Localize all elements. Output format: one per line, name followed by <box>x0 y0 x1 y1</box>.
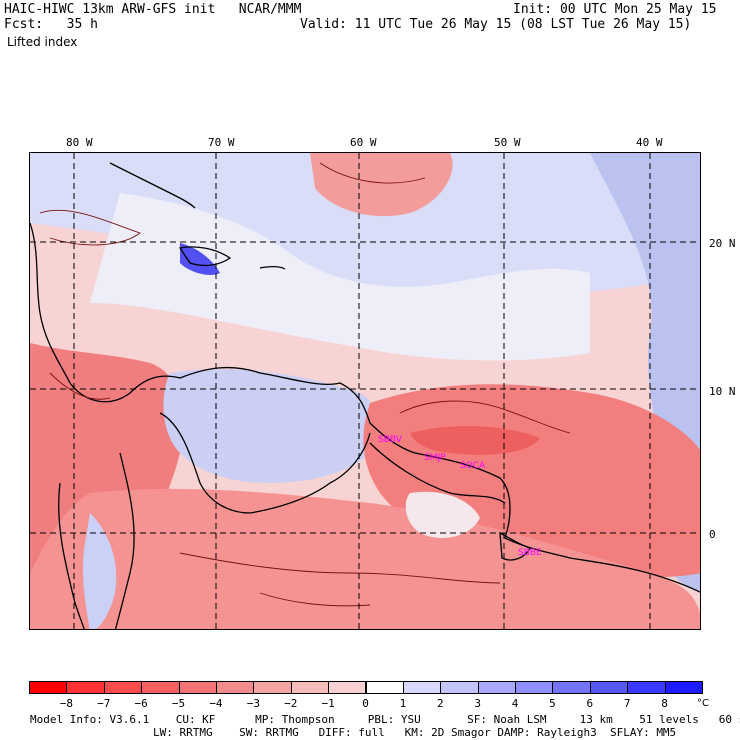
border-colombia-venezuela <box>159 412 251 514</box>
colorbar-tick-label: −8 <box>59 697 73 710</box>
forecast-hour: Fcst: 35 h <box>4 17 98 32</box>
field-amazon-red <box>30 488 700 629</box>
colorbar-tick-label: 4 <box>511 697 519 710</box>
field-colombia-blue <box>82 513 117 629</box>
station-label: SBBE <box>518 548 542 558</box>
colorbar-tick-label: −7 <box>97 697 111 710</box>
border-venezuela-brazil <box>249 432 371 514</box>
model-title: HAIC-HIWC 13km ARW-GFS init NCAR/MMM <box>4 2 302 17</box>
colorbar-swatch <box>253 681 292 694</box>
colorbar-tick-label: 1 <box>399 697 407 710</box>
colorbar-swatch <box>29 681 68 694</box>
li-contours <box>39 162 571 607</box>
coast-central-america <box>30 222 131 403</box>
colorbar-swatch <box>589 681 629 694</box>
contour-nw-land <box>49 372 111 400</box>
colorbar-swatch <box>328 681 367 694</box>
colorbar-tick-label: 3 <box>474 697 481 710</box>
field-guiana-dark-red <box>410 426 540 455</box>
lon-label-50w: 50 W <box>494 136 521 149</box>
coast-puerto-rico <box>259 265 286 270</box>
colorbar-tick-label: −5 <box>171 697 186 710</box>
model-info-line2: LW: RRTMG SW: RRTMG DIFF: full KM: 2D Sm… <box>153 726 677 739</box>
coast-south-america-north <box>129 366 700 593</box>
lon-label-80w: 80 W <box>66 136 93 149</box>
colorbar-tick-label: −2 <box>284 697 298 710</box>
colorbar-unit: °C <box>697 698 709 709</box>
colorbar-swatch <box>290 681 330 694</box>
coast-pacific-south <box>58 482 85 629</box>
lifted-index-map: SBBV SMJP SOCA SBBE <box>29 152 701 630</box>
lat-lon-grid <box>30 153 700 629</box>
colorbar-swatch <box>103 681 143 694</box>
colorbar-tick-label: −1 <box>321 697 335 710</box>
colorbar-swatch <box>477 681 517 694</box>
field-ne-red-patch <box>310 153 453 217</box>
field-south-white-patch <box>405 491 480 538</box>
contour-south <box>259 592 371 607</box>
colorbar-swatch <box>552 681 591 694</box>
colorbar-tick-label: −4 <box>209 697 223 710</box>
border-colombia-peru <box>114 452 135 629</box>
border-guianas-brazil <box>369 442 506 504</box>
colorbar-tick-label: 2 <box>436 697 444 710</box>
colorbar-swatch <box>365 681 404 694</box>
station-label: SOCA <box>460 461 486 471</box>
amazon-delta <box>499 531 531 561</box>
field-north-blue <box>30 153 700 303</box>
coast-cuba <box>109 162 196 209</box>
lat-label-10n: 10 N <box>709 385 736 398</box>
coast-hispaniola <box>178 246 232 267</box>
colorbar-swatch <box>402 681 442 694</box>
field-hispaniola-blue <box>180 243 220 275</box>
field-venezuela-blue <box>163 369 377 483</box>
lat-label-20n: 20 N <box>709 237 736 250</box>
colorbar-swatch <box>178 681 217 694</box>
colorbar-tick-label: −3 <box>246 697 260 710</box>
contour-atlantic-ne <box>319 162 426 184</box>
station-label: SMJP <box>424 453 446 463</box>
station-label: SBBV <box>378 435 403 445</box>
lon-label-70w: 70 W <box>208 136 235 149</box>
valid-time: Valid: 11 UTC Tue 26 May 15 (08 LST Tue … <box>300 17 692 32</box>
coastlines <box>30 162 700 629</box>
colorbar-swatch <box>440 681 479 694</box>
lon-label-60w: 60 W <box>350 136 377 149</box>
colorbar-swatch <box>664 681 703 694</box>
variable-name: Lifted index <box>7 35 78 49</box>
contour-amazon <box>179 552 501 584</box>
lat-label-equator: 0 <box>709 528 716 541</box>
colorbar-swatch <box>627 681 666 694</box>
colorbar-swatch <box>515 681 554 694</box>
contour-caribbean <box>39 209 141 246</box>
colorbar-tick-label: 5 <box>549 697 556 710</box>
colorbar-tick-label: 6 <box>586 697 594 710</box>
colorbar-tick-label: 7 <box>623 697 631 710</box>
colorbar-tick-label: 0 <box>362 697 369 710</box>
colorbar-tick-label: −6 <box>134 697 148 710</box>
contour-guiana <box>399 400 571 434</box>
colorbar-tick-label: 8 <box>661 697 668 710</box>
lon-label-40w: 40 W <box>636 136 663 149</box>
colorbar-swatch <box>141 681 180 694</box>
init-time: Init: 00 UTC Mon 25 May 15 <box>513 2 717 17</box>
field-north-white <box>90 193 590 361</box>
colorbar-swatch <box>66 681 105 694</box>
colorbar-swatch <box>215 681 255 694</box>
field-shading <box>30 153 700 629</box>
model-info-line1: Model Info: V3.6.1 CU: KF MP: Thompson P… <box>30 713 740 726</box>
